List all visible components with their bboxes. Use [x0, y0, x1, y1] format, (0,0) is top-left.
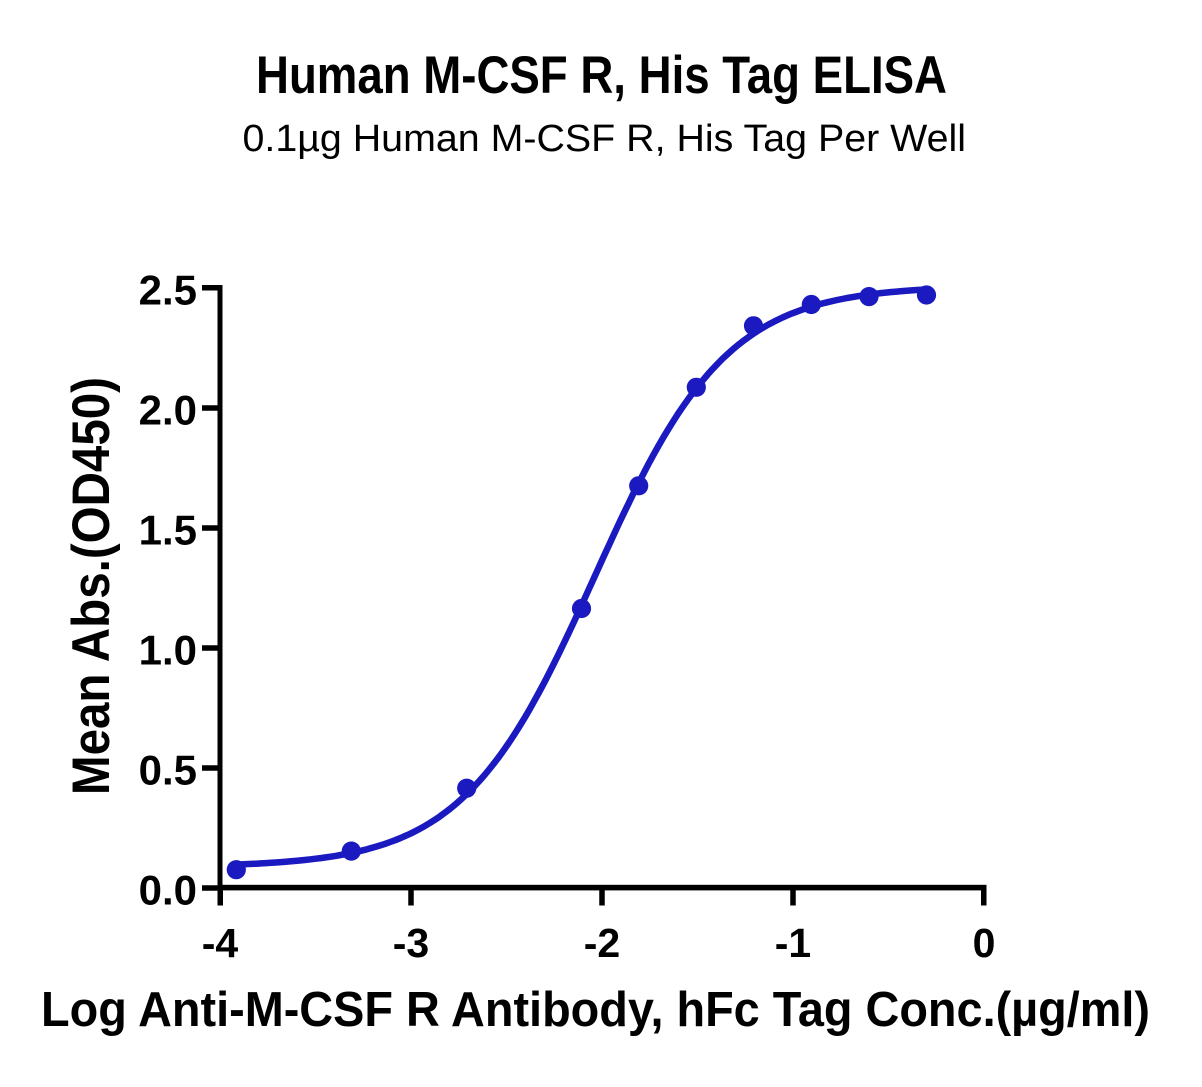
svg-text:0.0: 0.0 — [139, 867, 197, 914]
svg-text:2.0: 2.0 — [139, 387, 197, 434]
svg-text:-2: -2 — [584, 920, 620, 966]
svg-text:-1: -1 — [775, 920, 811, 966]
svg-text:Human M-CSF R, His Tag ELISA: Human M-CSF R, His Tag ELISA — [256, 46, 947, 105]
svg-text:0.1µg Human M-CSF R, His Tag P: 0.1µg Human M-CSF R, His Tag Per Well — [243, 118, 967, 160]
svg-text:2.5: 2.5 — [139, 266, 197, 313]
svg-text:Mean Abs.(OD450): Mean Abs.(OD450) — [62, 377, 121, 795]
svg-text:1.0: 1.0 — [139, 627, 197, 674]
svg-text:1.5: 1.5 — [139, 507, 197, 554]
svg-text:0.5: 0.5 — [139, 747, 197, 794]
svg-text:-3: -3 — [393, 920, 429, 966]
svg-text:-4: -4 — [202, 920, 239, 966]
svg-text:0: 0 — [973, 920, 996, 966]
svg-text:Log Anti-M-CSF R Antibody, hFc: Log Anti-M-CSF R Antibody, hFc Tag Conc.… — [41, 983, 1150, 1037]
